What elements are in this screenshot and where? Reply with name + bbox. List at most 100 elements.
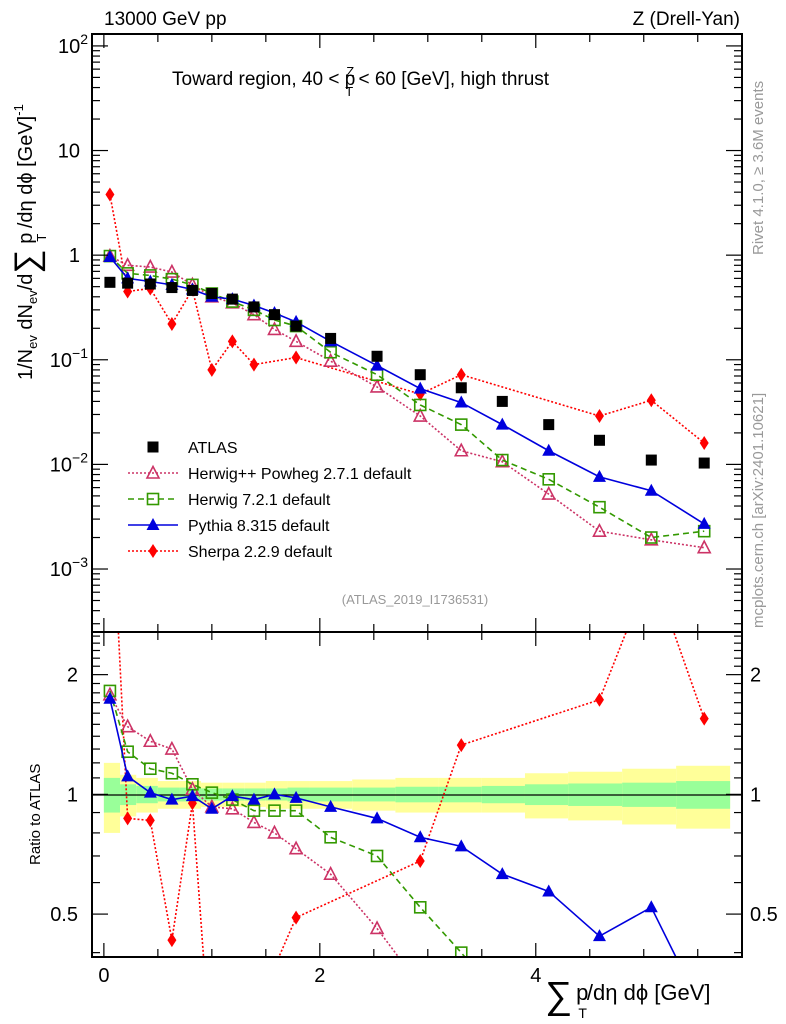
title-post: < 60 [GeV], high thrust [353,69,550,90]
ratio-point [247,792,261,805]
ratio-line [117,633,705,956]
legend-item: Herwig++ Powheg 2.7.1 default [128,464,412,483]
data-point [644,483,658,496]
ratio-point [497,997,508,1008]
data-point [166,282,178,294]
ratio-point [121,769,135,782]
data-point [103,250,117,263]
data-point [248,301,260,313]
main-series-layer [102,187,712,554]
ratio-y-tick-label: 1 [67,784,78,806]
ratio-point [594,692,604,707]
ratio-point [165,766,179,780]
ratio-point [370,849,384,863]
xlabel-sum: ∑ [545,975,572,1017]
data-point [698,457,710,469]
data-point [142,258,158,273]
data-point [186,284,198,296]
data-point [207,362,217,377]
ratio-point [291,910,301,925]
data-point [268,309,280,321]
data-point [323,352,338,367]
xlabel-a: p [576,980,588,1005]
ratio-point [454,839,468,852]
data-point [543,419,555,431]
y-tick-label: 102 [58,31,88,58]
ratio-point [289,804,303,817]
ratio-y-axis-label: Ratio to ATLAS [27,764,44,865]
data-point [453,442,469,457]
series-line [109,256,705,525]
ratio-point [142,733,158,748]
data-point [696,539,712,554]
ratio-point [103,691,117,704]
data-point [369,378,385,393]
data-point [643,531,659,546]
ratio-point [456,738,466,753]
ratio-point [120,718,135,733]
data-point [495,417,509,430]
data-point [542,473,556,486]
ratio-point [454,946,468,956]
ratio-point [249,1007,258,1021]
title-sub: T [345,84,353,99]
y-tick-label: 10 [58,141,80,163]
ratio-series-layer [102,561,711,1021]
data-point [226,293,238,305]
ratio-point [123,811,133,826]
data-point [325,332,337,344]
ratio-line [109,698,677,956]
ratio-point [592,929,606,942]
ratio-point [121,745,134,759]
x-tick-label: 2 [314,965,325,987]
ylabel-c: /d [15,274,37,291]
ratio-point [324,830,337,844]
ratio-point [205,801,219,814]
legend-item: Sherpa 2.2.9 default [128,544,333,561]
ratio-line [109,690,466,956]
ratio-point [288,840,304,855]
data-point [413,381,427,394]
xlabel-b: /dη dϕ [GeV] [587,980,711,1005]
data-point [249,357,259,372]
ylabel-sum: ∑ [8,249,46,273]
legend-label: Herwig++ Powheg 2.7.1 default [188,466,412,483]
ratio-point [542,884,556,897]
ratio-point [699,711,709,726]
data-point [542,443,556,456]
legend-item: ATLAS [147,440,238,457]
ratio-point [698,1007,711,1019]
ratio-point [647,561,656,575]
ratio-point [415,853,425,868]
ratio-point [324,799,338,812]
rivet-label: Rivet 4.1.0, ≥ 3.6M events [750,81,767,255]
ratio-y-tick-label: 0.5 [50,904,78,926]
ylabel-e-sup: -1 [11,104,26,116]
ratio-point [495,867,509,880]
data-point [120,257,135,272]
data-point [370,368,384,382]
data-point [370,358,384,371]
legend-marker [146,492,160,506]
ratio-uncertainty-bands [103,762,731,833]
data-point [496,395,508,407]
data-point [291,350,301,365]
x-tick-label: 4 [530,965,541,987]
ylabel-a: 1/N [15,349,37,380]
x-axis-label: ∑ p T/dη dϕ [GeV] [545,975,711,1021]
data-point [371,350,383,362]
data-point [412,407,428,422]
series-line [109,194,705,444]
data-point [495,453,509,467]
ratio-point [225,800,240,815]
data-point [206,288,218,300]
ylabel-b-sub: ev [25,290,40,304]
ratio-series-sherpa-2-2-9-default [117,561,709,1021]
ratio-point [414,979,426,991]
ratio-point [205,786,219,799]
legend-item: Pythia 8.315 default [128,518,330,535]
ratio-point [144,762,157,776]
data-point [455,382,467,394]
ratio-panel-frame [91,631,743,958]
